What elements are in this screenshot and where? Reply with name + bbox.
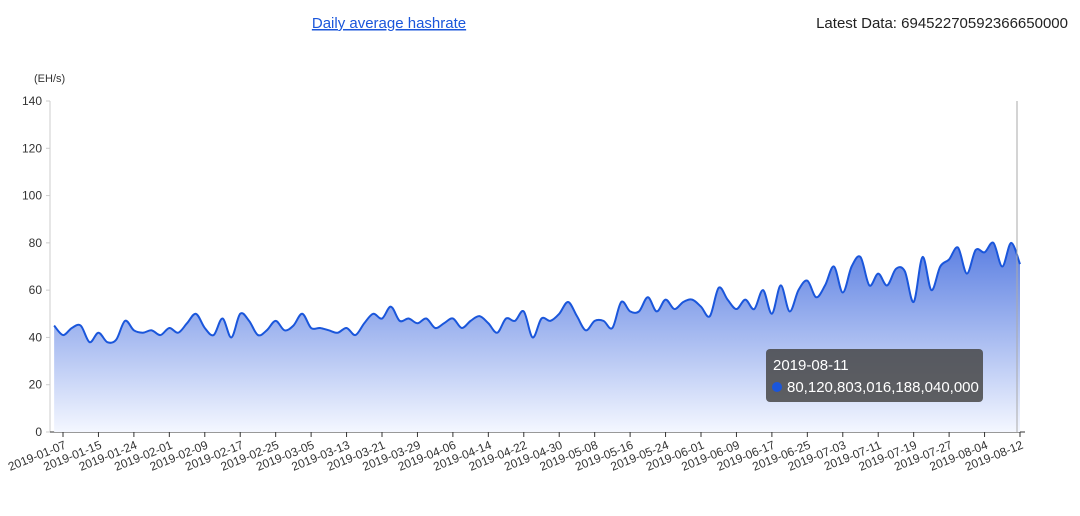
y-tick-label: 100 bbox=[22, 189, 42, 203]
chart-title[interactable]: Daily average hashrate bbox=[312, 15, 466, 32]
y-tick-label: 120 bbox=[22, 141, 42, 155]
tooltip bbox=[766, 349, 983, 402]
y-axis-label: (EH/s) bbox=[34, 73, 65, 85]
area bbox=[54, 242, 1020, 432]
tooltip-value: 80,120,803,016,188,040,000 bbox=[787, 379, 979, 396]
tooltip-date: 2019-08-11 bbox=[773, 357, 849, 374]
latest-data: Latest Data: 69452270592366650000 bbox=[816, 15, 1068, 32]
line bbox=[53, 241, 1021, 344]
y-tick-label: 20 bbox=[29, 378, 43, 392]
y-tick-label: 60 bbox=[29, 283, 43, 297]
y-tick-label: 0 bbox=[35, 425, 42, 439]
y-tick-label: 80 bbox=[29, 236, 43, 250]
y-tick-label: 140 bbox=[22, 94, 42, 108]
tooltip-dot bbox=[772, 382, 782, 392]
y-tick-label: 40 bbox=[29, 330, 43, 344]
